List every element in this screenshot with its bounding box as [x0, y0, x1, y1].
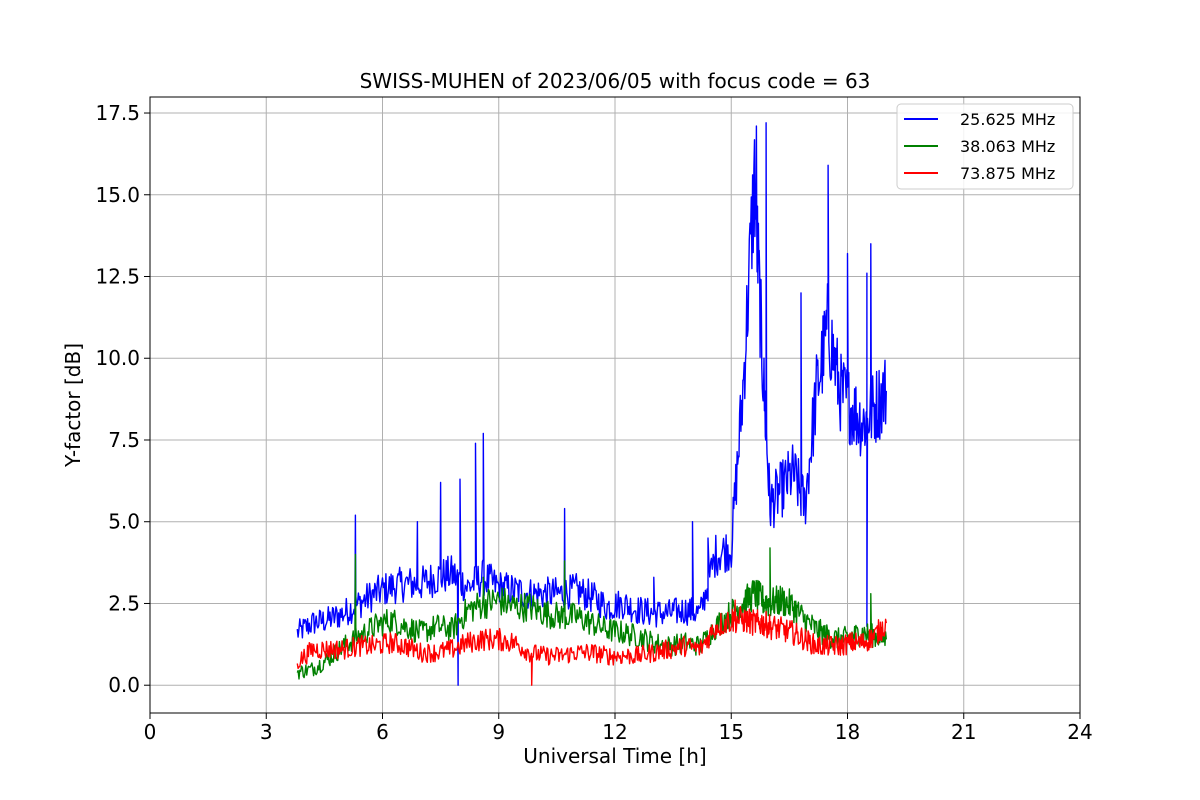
legend-entry: 73.875 MHz — [904, 164, 1055, 183]
x-tick-label: 6 — [376, 720, 389, 744]
y-axis-ticks: 0.0 2.5 5.0 7.5 10.0 12.5 15.0 17.5 — [95, 101, 150, 697]
y-tick-label: 2.5 — [108, 591, 140, 615]
legend-label: 73.875 MHz — [960, 164, 1055, 183]
x-axis-label: Universal Time [h] — [523, 744, 706, 768]
legend-entry: 25.625 MHz — [904, 110, 1055, 129]
x-tick-label: 12 — [602, 720, 627, 744]
plot-series — [296, 122, 887, 686]
x-tick-label: 3 — [260, 720, 273, 744]
x-tick-label: 0 — [144, 720, 157, 744]
y-tick-label: 0.0 — [108, 673, 140, 697]
y-tick-label: 10.0 — [95, 346, 140, 370]
y-tick-label: 7.5 — [108, 428, 140, 452]
x-tick-label: 24 — [1067, 720, 1092, 744]
series-line-2 — [296, 547, 887, 680]
series-line-3 — [296, 599, 887, 686]
y-tick-label: 15.0 — [95, 183, 140, 207]
legend: 25.625 MHz 38.063 MHz 73.875 MHz — [896, 103, 1074, 190]
x-tick-label: 15 — [719, 720, 744, 744]
x-tick-label: 9 — [492, 720, 505, 744]
x-axis-ticks: 0 3 6 9 12 15 18 21 24 — [144, 713, 1093, 744]
x-tick-label: 21 — [951, 720, 976, 744]
y-axis-label: Y-factor [dB] — [61, 343, 85, 468]
legend-label: 38.063 MHz — [960, 137, 1055, 156]
series-line-1 — [296, 122, 887, 686]
x-tick-label: 18 — [835, 720, 860, 744]
legend-label: 25.625 MHz — [960, 110, 1055, 129]
y-tick-label: 12.5 — [95, 265, 140, 289]
y-tick-label: 17.5 — [95, 101, 140, 125]
legend-box — [896, 103, 1074, 190]
chart-title: SWISS-MUHEN of 2023/06/05 with focus cod… — [360, 69, 871, 93]
legend-entry: 38.063 MHz — [904, 137, 1055, 156]
y-tick-label: 5.0 — [108, 510, 140, 534]
